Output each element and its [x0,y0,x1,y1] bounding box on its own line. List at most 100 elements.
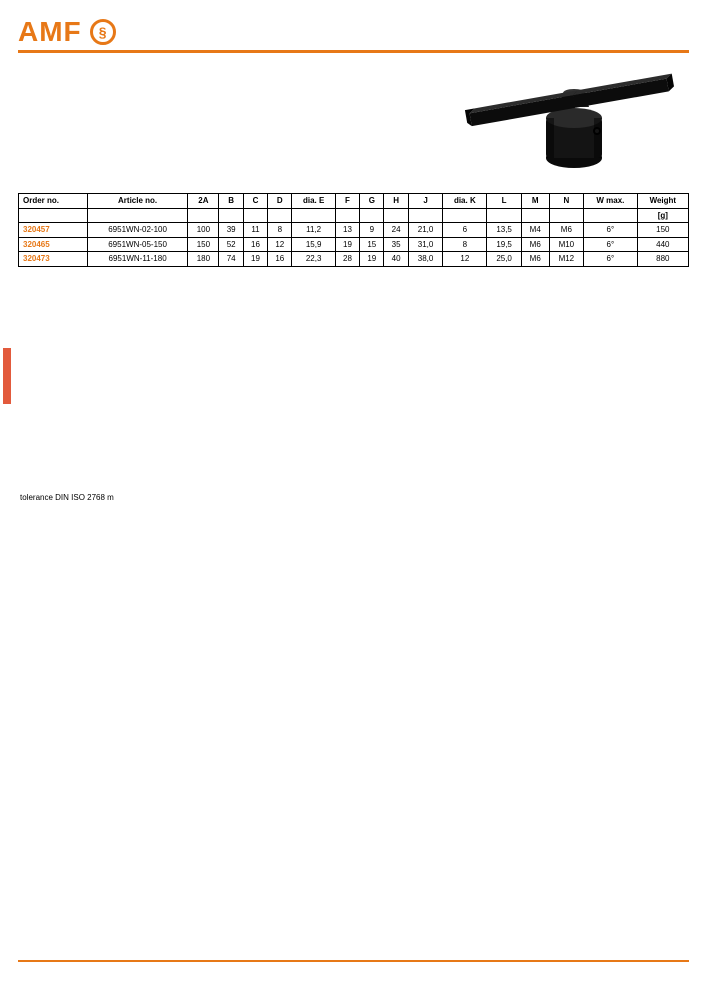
table-cell: 19 [335,237,359,252]
dim-caption-tolerance: tolerance DIN ISO 2768 m [18,493,116,502]
product-number: No. 6951WN [18,63,409,84]
table-unit-row: [g] [19,208,689,223]
spec-table-body: 3204576951WN-02-1001003911811,21392421,0… [19,223,689,267]
table-cell: 8 [268,223,292,238]
section-heading: Application: [18,320,689,334]
table-cell: 11,2 [292,223,335,238]
col-weight: Weight [637,194,688,209]
clamp-arm-icon [429,63,689,183]
table-cell: 100 [188,223,219,238]
section-body: Single and double clamping arms are moun… [18,336,689,349]
col-f: F [335,194,359,209]
header-rule [18,50,689,53]
section-body: Tempered steel, black oxide finish, incl… [18,297,689,310]
table-row: 3204576951WN-02-1001003911811,21392421,0… [19,223,689,238]
unit-weight: [g] [637,208,688,223]
product-name: Clamping arm, double ended [18,86,409,101]
table-cell: 6951WN-11-180 [87,252,188,267]
table-cell: 40 [384,252,408,267]
table-row: 3204656951WN-05-15015052161215,919153531… [19,237,689,252]
page-category-title: Clamping arms and accessories for swing … [18,32,689,44]
table-cell: 6951WN-05-150 [87,237,188,252]
order-no-link[interactable]: 320465 [23,240,50,249]
table-cell: 6 [443,223,487,238]
table-cell: 31,0 [408,237,443,252]
section-heading: On request: [18,397,689,411]
table-cell: 74 [219,252,243,267]
col-l: L [487,194,522,209]
table-cell: 11 [243,223,267,238]
section-heading: Features: [18,358,689,372]
col-dia-k: dia. K [443,194,487,209]
table-cell: 16 [243,237,267,252]
table-cell: M12 [549,252,584,267]
section-heading: Note: [18,435,689,449]
brand-name: AMF [18,16,82,48]
footer-site: www.amf.de [645,979,689,988]
table-cell: 24 [384,223,408,238]
col-m: M [521,194,549,209]
col-d: D [268,194,292,209]
table-cell: 13,5 [487,223,522,238]
table-cell: 6° [584,237,638,252]
table-cell: 6° [584,223,638,238]
section-body: Variable clamp arm lengths on request. [18,413,689,426]
table-cell: M6 [549,223,584,238]
section-heading: Design: [18,281,689,295]
description-sections: Design: Tempered steel, black oxide finis… [18,281,689,464]
table-cell: 880 [637,252,688,267]
table-cell: 52 [219,237,243,252]
product-subtitle: for swing clamp No. 6951KZ, No. 6951P an… [18,103,409,114]
table-cell: 8 [443,237,487,252]
table-cell: 9 [360,223,384,238]
table-cell: 19 [360,252,384,267]
col-article-no: Article no. [87,194,188,209]
section-side-tab [3,348,11,404]
table-cell: M10 [549,237,584,252]
footer-center: ANDREAS MAIER GmbH & Co. KG, Waiblinger … [18,979,296,988]
brand-mark-icon: § [90,19,116,45]
table-cell: 16 [268,252,292,267]
dim-caption-brackets: values in brackets for type 11 [180,493,287,502]
table-cell: 28 [335,252,359,267]
col-n: N [549,194,584,209]
footer-rule [18,960,689,962]
table-cell: M4 [521,223,549,238]
table-cell: 180 [188,252,219,267]
table-cell: 39 [219,223,243,238]
col-order-no: Order no. [19,194,88,209]
table-cell: 150 [188,237,219,252]
spec-table: Order no. Article no. 2A B C D dia. E F … [18,193,689,267]
table-cell: 12 [443,252,487,267]
order-no-link[interactable]: 320473 [23,254,50,263]
footer-right: 237 [676,966,689,975]
col-dia-e: dia. E [292,194,335,209]
section-body: See table for clamping force "F" as a fu… [18,451,689,464]
order-no-link[interactable]: 320457 [23,225,50,234]
table-cell: 150 [637,223,688,238]
col-c: C [243,194,267,209]
table-cell: 38,0 [408,252,443,267]
table-cell: M6 [521,252,549,267]
table-row: 3204736951WN-11-18018074191622,328194038… [19,252,689,267]
table-cell: 6° [584,252,638,267]
table-cell: 21,0 [408,223,443,238]
table-header-row: Order no. Article no. 2A B C D dia. E F … [19,194,689,209]
col-g: G [360,194,384,209]
section-body: Clamping arm is suitable for swing clamp… [18,374,689,387]
table-cell: M6 [521,237,549,252]
product-image [429,63,689,183]
table-cell: 12 [268,237,292,252]
table-cell: 35 [384,237,408,252]
col-b: B [219,194,243,209]
table-cell: 22,3 [292,252,335,267]
dimension-drawings: tolerance DIN ISO 2768 m values in brack… [18,492,689,502]
page-footer: Subject to technical alterations. 237 AN… [18,960,689,988]
table-cell: 440 [637,237,688,252]
spec-table-head: Order no. Article no. 2A B C D dia. E F … [19,194,689,223]
table-cell: 19 [243,252,267,267]
table-cell: 13 [335,223,359,238]
table-cell: 25,0 [487,252,522,267]
col-w-max: W max. [584,194,638,209]
table-cell: 15,9 [292,237,335,252]
